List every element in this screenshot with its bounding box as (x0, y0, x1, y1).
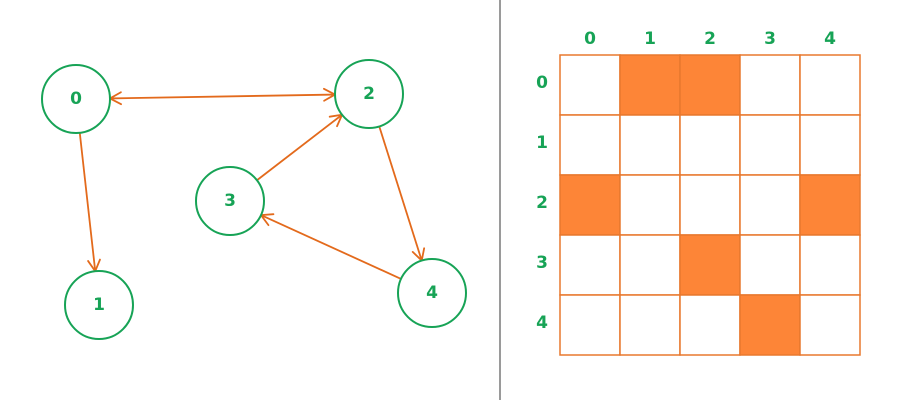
column-header: 1 (644, 29, 656, 49)
matrix-cell-4-3 (739, 294, 801, 356)
node-circle (195, 166, 265, 236)
column-header: 2 (704, 29, 716, 49)
matrix-cell-4-2 (679, 294, 741, 356)
graph-node-2: 2 (334, 59, 404, 129)
column-header: 0 (584, 29, 596, 49)
panel-divider (499, 0, 501, 400)
matrix-cell-2-3 (739, 174, 801, 236)
matrix-cell-1-4 (799, 114, 861, 176)
row-header: 1 (536, 133, 548, 153)
graph-node-4: 4 (397, 258, 467, 328)
row-header: 3 (536, 253, 548, 273)
matrix-cell-0-4 (799, 54, 861, 116)
matrix-cell-3-4 (799, 234, 861, 296)
matrix-cell-0-2 (679, 54, 741, 116)
row-header: 0 (536, 73, 548, 93)
graph-node-1: 1 (64, 270, 134, 340)
node-label: 4 (426, 283, 438, 303)
matrix-cell-4-0 (559, 294, 621, 356)
graph-node-0: 0 (41, 64, 111, 134)
node-circle (41, 64, 111, 134)
matrix-cell-0-0 (559, 54, 621, 116)
matrix-cell-3-0 (559, 234, 621, 296)
matrix-cell-4-4 (799, 294, 861, 356)
matrix-cell-2-2 (679, 174, 741, 236)
matrix-cell-1-2 (679, 114, 741, 176)
matrix-cell-1-1 (619, 114, 681, 176)
matrix-cell-1-3 (739, 114, 801, 176)
column-header: 4 (824, 29, 836, 49)
matrix-cell-2-1 (619, 174, 681, 236)
node-circle (397, 258, 467, 328)
matrix-cell-2-4 (799, 174, 861, 236)
matrix-cell-4-1 (619, 294, 681, 356)
column-header: 3 (764, 29, 776, 49)
node-label: 0 (70, 89, 82, 109)
row-header: 4 (536, 313, 548, 333)
graph-node-3: 3 (195, 166, 265, 236)
matrix-cell-3-2 (679, 234, 741, 296)
node-label: 3 (224, 191, 236, 211)
matrix-cell-0-3 (739, 54, 801, 116)
matrix-cell-1-0 (559, 114, 621, 176)
directed-graph: 0 1 2 3 4 (41, 59, 467, 340)
matrix-cell-0-1 (619, 54, 681, 116)
node-label: 1 (93, 295, 105, 315)
node-circle (64, 270, 134, 340)
matrix-cell-3-1 (619, 234, 681, 296)
matrix-cell-3-3 (739, 234, 801, 296)
node-label: 2 (363, 84, 375, 104)
row-header: 2 (536, 193, 548, 213)
node-circle (334, 59, 404, 129)
matrix-cell-2-0 (559, 174, 621, 236)
